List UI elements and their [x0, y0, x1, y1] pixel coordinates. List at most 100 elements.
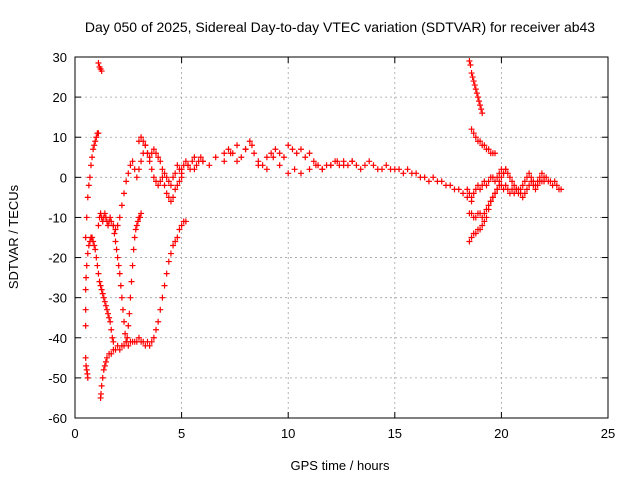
- data-point: [157, 306, 164, 313]
- data-point: [246, 138, 253, 145]
- data-point: [479, 214, 486, 221]
- data-point: [100, 366, 107, 373]
- data-point: [112, 238, 119, 245]
- data-point: [102, 358, 109, 365]
- y-tick-label: 10: [53, 130, 67, 145]
- data-point: [161, 170, 168, 177]
- data-point: [153, 150, 160, 157]
- data-point: [95, 60, 102, 67]
- data-point: [471, 82, 478, 89]
- data-point: [472, 230, 479, 237]
- data-point: [84, 194, 91, 201]
- data-point: [206, 162, 213, 169]
- data-point: [98, 286, 105, 293]
- data-point: [494, 186, 501, 193]
- data-point: [128, 278, 135, 285]
- data-point: [481, 218, 488, 225]
- x-tick-labels: 0 5 10 15 20 25: [71, 426, 615, 441]
- data-point: [159, 174, 166, 181]
- data-point: [534, 178, 541, 185]
- data-point: [107, 214, 114, 221]
- data-point: [95, 222, 102, 229]
- data-point: [468, 70, 475, 77]
- data-point: [89, 234, 96, 241]
- data-point: [361, 162, 368, 169]
- data-point: [255, 162, 262, 169]
- data-point: [116, 214, 123, 221]
- data-point: [478, 106, 485, 113]
- data-point: [172, 170, 179, 177]
- data-point: [85, 242, 92, 249]
- data-point: [103, 306, 110, 313]
- data-point: [473, 90, 480, 97]
- data-point: [148, 166, 155, 173]
- data-point: [135, 166, 142, 173]
- data-point: [293, 150, 300, 157]
- data-point: [519, 182, 526, 189]
- data-point: [248, 142, 255, 149]
- data-point: [91, 142, 98, 149]
- series-s1: [82, 130, 102, 241]
- data-point: [125, 322, 132, 329]
- data-point: [553, 182, 560, 189]
- data-point: [521, 190, 528, 197]
- data-point: [477, 102, 484, 109]
- data-point: [276, 150, 283, 157]
- data-point: [193, 162, 200, 169]
- data-point: [421, 174, 428, 181]
- series-s7: [95, 60, 105, 75]
- data-point: [85, 182, 92, 189]
- data-point: [165, 178, 172, 185]
- data-point: [523, 186, 530, 193]
- data-point: [285, 142, 292, 149]
- data-point: [101, 298, 108, 305]
- data-point: [138, 158, 145, 165]
- data-point: [170, 174, 177, 181]
- data-point: [116, 346, 123, 353]
- x-tick-label: 15: [388, 426, 402, 441]
- data-point: [89, 154, 96, 161]
- data-point: [476, 98, 483, 105]
- data-point: [98, 382, 105, 389]
- data-point: [312, 162, 319, 169]
- data-point: [291, 166, 298, 173]
- data-point: [400, 170, 407, 177]
- data-point: [167, 198, 174, 205]
- data-point: [494, 174, 501, 181]
- data-point: [477, 186, 484, 193]
- series-s9: [178, 138, 475, 205]
- data-point: [96, 278, 103, 285]
- data-point: [127, 162, 134, 169]
- data-point: [129, 158, 136, 165]
- data-point: [297, 146, 304, 153]
- data-point: [106, 314, 113, 321]
- data-point: [82, 286, 89, 293]
- data-point: [447, 182, 454, 189]
- data-point: [455, 186, 462, 193]
- data-point: [155, 154, 162, 161]
- data-point: [87, 162, 94, 169]
- y-tick-label: -20: [48, 251, 67, 266]
- data-point: [477, 226, 484, 233]
- data-point: [161, 182, 168, 189]
- data-point: [396, 166, 403, 173]
- data-point: [468, 126, 475, 133]
- data-point: [509, 178, 516, 185]
- data-point: [438, 178, 445, 185]
- data-point: [383, 162, 390, 169]
- data-point: [370, 162, 377, 169]
- x-tick-label: 5: [178, 426, 185, 441]
- data-point: [108, 218, 115, 225]
- data-point: [83, 262, 90, 269]
- data-point: [212, 154, 219, 161]
- data-point: [472, 214, 479, 221]
- data-point: [517, 186, 524, 193]
- data-point: [289, 146, 296, 153]
- data-point: [92, 138, 99, 145]
- data-point: [146, 342, 153, 349]
- data-point: [138, 134, 145, 141]
- data-point: [502, 166, 509, 173]
- data-point: [144, 150, 151, 157]
- x-tick-label: 25: [601, 426, 615, 441]
